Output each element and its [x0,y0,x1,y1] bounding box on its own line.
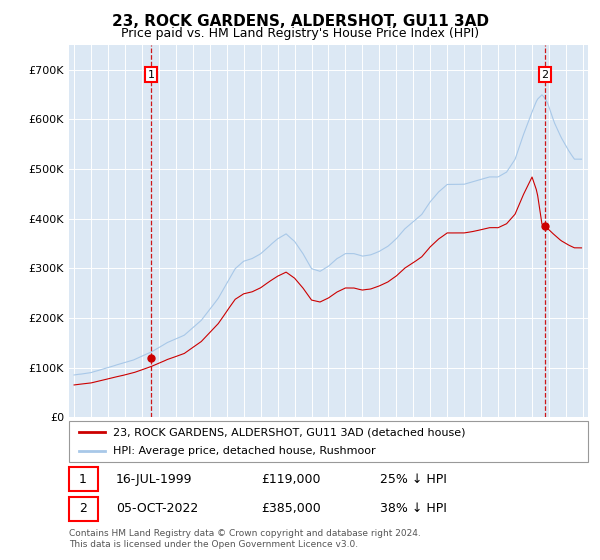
Text: 05-OCT-2022: 05-OCT-2022 [116,502,198,515]
Text: 38% ↓ HPI: 38% ↓ HPI [380,502,447,515]
Text: 23, ROCK GARDENS, ALDERSHOT, GU11 3AD (detached house): 23, ROCK GARDENS, ALDERSHOT, GU11 3AD (d… [113,427,466,437]
Text: Contains HM Land Registry data © Crown copyright and database right 2024.
This d: Contains HM Land Registry data © Crown c… [69,529,421,549]
Text: 1: 1 [79,473,87,486]
Text: £119,000: £119,000 [261,473,320,486]
Text: Price paid vs. HM Land Registry's House Price Index (HPI): Price paid vs. HM Land Registry's House … [121,27,479,40]
Text: 2: 2 [541,69,548,80]
FancyBboxPatch shape [69,421,588,462]
Text: 1: 1 [148,69,155,80]
Text: 23, ROCK GARDENS, ALDERSHOT, GU11 3AD: 23, ROCK GARDENS, ALDERSHOT, GU11 3AD [112,14,488,29]
FancyBboxPatch shape [69,497,98,521]
Text: 16-JUL-1999: 16-JUL-1999 [116,473,192,486]
Text: 25% ↓ HPI: 25% ↓ HPI [380,473,447,486]
Text: HPI: Average price, detached house, Rushmoor: HPI: Average price, detached house, Rush… [113,446,376,456]
FancyBboxPatch shape [69,467,98,491]
Text: 2: 2 [79,502,87,515]
Text: £385,000: £385,000 [261,502,321,515]
